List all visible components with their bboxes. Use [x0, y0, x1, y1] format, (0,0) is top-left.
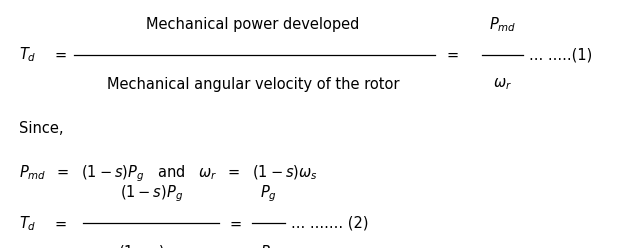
- Text: $P_{md}$: $P_{md}$: [489, 15, 516, 34]
- Text: $T_d$: $T_d$: [19, 45, 36, 64]
- Text: $(1-s)P_g$: $(1-s)P_g$: [120, 183, 183, 204]
- Text: $=$: $=$: [52, 47, 68, 62]
- Text: Mechanical power developed: Mechanical power developed: [146, 17, 360, 32]
- Text: $(1-s)\omega_s$: $(1-s)\omega_s$: [118, 244, 184, 248]
- Text: $T_d$: $T_d$: [19, 214, 36, 233]
- Text: $P_s$: $P_s$: [260, 244, 276, 248]
- Text: Since,: Since,: [19, 122, 63, 136]
- Text: $P_g$: $P_g$: [260, 183, 277, 204]
- Text: ... .....(1): ... .....(1): [529, 47, 593, 62]
- Text: $\omega_r$: $\omega_r$: [494, 76, 512, 92]
- Text: Mechanical angular velocity of the rotor: Mechanical angular velocity of the rotor: [107, 77, 399, 92]
- Text: $=$: $=$: [52, 216, 68, 231]
- Text: ... ....... (2): ... ....... (2): [291, 216, 369, 231]
- Text: $=$: $=$: [227, 216, 242, 231]
- Text: $P_{md}$  $=$  $(1-s)P_g$   and   $\omega_r$  $=$  $(1-s)\omega_s$: $P_{md}$ $=$ $(1-s)P_g$ and $\omega_r$ $…: [19, 163, 317, 184]
- Text: $=$: $=$: [444, 47, 460, 62]
